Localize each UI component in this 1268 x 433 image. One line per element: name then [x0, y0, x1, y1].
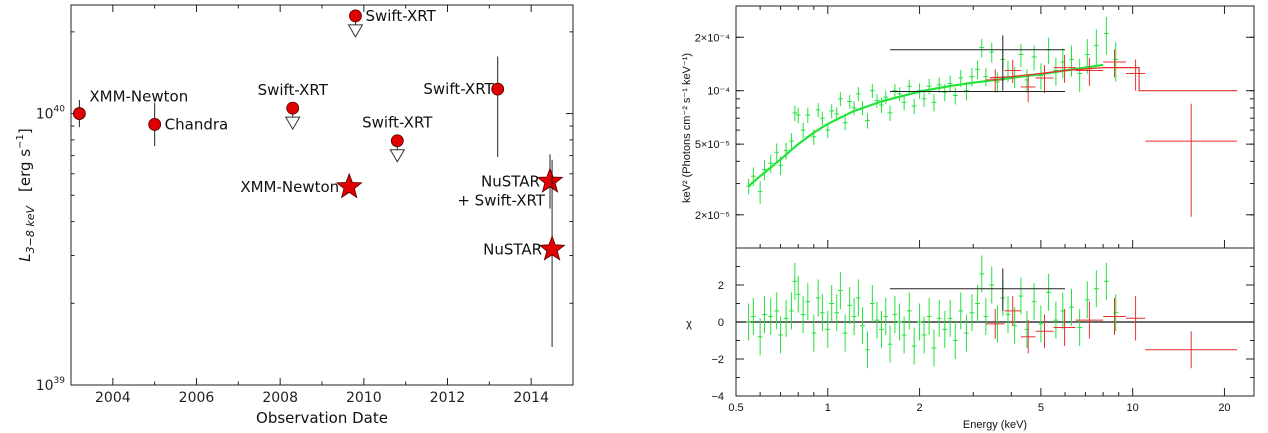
data-label-extra: + Swift-XRT — [457, 191, 545, 209]
data-point-circle — [491, 82, 505, 96]
left-y-axis-unit-end: ] — [16, 128, 34, 134]
right-x-axis-label: Energy (keV) — [963, 419, 1027, 431]
y-tick-label: 1039 — [36, 376, 66, 394]
x-tick-label: 2006 — [179, 390, 215, 406]
left-y-axis-symbol: L — [16, 253, 34, 261]
left-y-axis-subscript: 3−8 keV — [24, 205, 37, 254]
red-step-model — [989, 67, 1238, 92]
y-tick-base: 10 — [36, 107, 54, 123]
data-label: XMM-Newton — [89, 88, 188, 106]
x-tick-label: 2012 — [430, 390, 466, 406]
left-y-axis-label: L3−8 keV [erg s−1] — [15, 128, 37, 261]
data-label: NuSTAR — [483, 240, 542, 258]
spectrum-panel-frame — [735, 5, 1255, 249]
data-point-circle — [72, 107, 86, 120]
data-point-circle — [286, 101, 300, 115]
upper-limit-arrow — [284, 116, 301, 131]
res-tick-label: −4 — [711, 391, 724, 403]
residual-y-axis-label: χ — [686, 318, 692, 330]
x-tick-label: 2 — [916, 402, 922, 414]
data-label: Chandra — [165, 115, 229, 133]
data-point-star — [335, 172, 363, 199]
data-label: NuSTAR — [481, 172, 540, 190]
data-label: Swift-XRT — [258, 81, 329, 99]
x-tick-label: 2008 — [262, 390, 298, 406]
left-data-points — [72, 9, 566, 347]
right-data-points — [736, 16, 1254, 369]
data-point-circle — [349, 9, 362, 23]
data-label: Swift-XRT — [365, 7, 436, 25]
x-tick-label: 2010 — [346, 390, 382, 406]
res-tick-label: 0 — [718, 317, 724, 329]
data-label: Swift-XRT — [423, 80, 494, 98]
right-axis-ticks: 0.5 1 2 5 10 20 2×10⁻⁵ 5×10⁻⁵ 10⁻⁴ 2×10⁻⁴ −4 −2 0 2 — [695, 5, 1254, 414]
svg-text:L3−8 keV[erg s−1]: L3−8 keV [erg s−1] — [15, 128, 37, 261]
data-point-star — [538, 235, 566, 261]
data-point-circle — [390, 134, 404, 148]
y-tick-label: 2×10⁻⁵ — [695, 210, 730, 222]
y-tick-label: 2×10⁻⁴ — [695, 32, 731, 44]
data-point-star — [536, 167, 564, 193]
right-chart-spectrum: 0.5 1 2 5 10 20 2×10⁻⁵ 5×10⁻⁵ 10⁻⁴ 2×10⁻⁴ −4 −2 0 2 E… — [681, 5, 1255, 431]
y-tick-label: 10⁻⁴ — [707, 86, 730, 98]
data-point-circle — [148, 118, 162, 131]
y-tick-exponent: 40 — [54, 105, 66, 115]
x-tick-label: 0.5 — [728, 402, 743, 414]
left-data-labels: XMM-Newton Chandra Swift-XRT Swift-XRT Swift… — [89, 7, 545, 258]
y-tick-label: 1040 — [36, 105, 66, 123]
x-tick-label: 2014 — [513, 390, 549, 406]
data-label: XMM-Newton — [240, 178, 339, 196]
upper-limit-arrow — [389, 149, 406, 163]
y-tick-label: 5×10⁻⁵ — [695, 139, 730, 151]
upper-limit-arrow — [347, 24, 364, 38]
x-tick-label: 2004 — [95, 390, 131, 406]
left-y-axis-unit: [erg s — [16, 149, 34, 192]
data-label: Swift-XRT — [362, 114, 433, 132]
y-tick-base: 10 — [36, 378, 54, 394]
x-tick-label: 5 — [1038, 402, 1044, 414]
x-tick-label: 20 — [1218, 402, 1230, 414]
green-model-curve — [747, 63, 1104, 187]
x-tick-label: 1 — [825, 402, 831, 414]
spectrum-y-axis-label: keV² (Photons cm⁻² s⁻¹ keV⁻¹) — [681, 53, 693, 203]
x-tick-label: 10 — [1127, 402, 1139, 414]
res-tick-label: 2 — [718, 280, 724, 292]
y-tick-exponent: 39 — [54, 376, 66, 386]
left-y-axis-unit-sup: −1 — [15, 134, 26, 149]
left-x-axis-label: Observation Date — [256, 409, 388, 427]
res-tick-label: −2 — [711, 354, 724, 366]
